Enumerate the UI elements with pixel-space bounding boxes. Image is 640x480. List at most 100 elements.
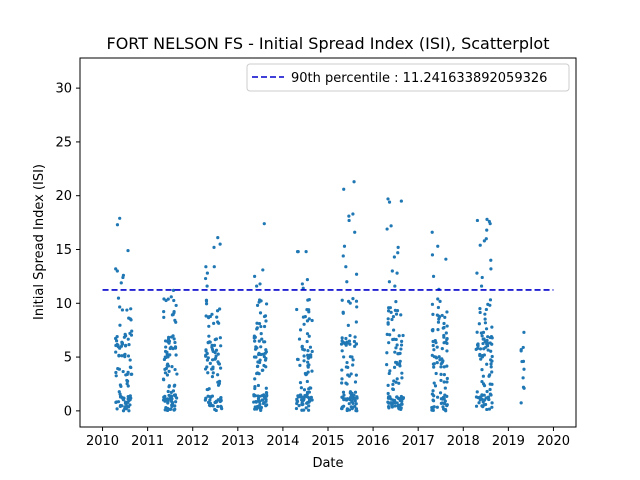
scatter-point [436, 395, 440, 399]
y-tick-label: 25 [55, 135, 72, 150]
y-axis-title: Initial Spread Index (ISI) [32, 164, 47, 320]
scatter-point [442, 321, 446, 326]
scatter-point [203, 276, 208, 281]
scatter-point [262, 363, 266, 368]
scatter-point [350, 407, 354, 411]
scatter-point [259, 332, 263, 336]
scatter-point [171, 347, 175, 351]
scatter-point [126, 384, 130, 388]
scatter-point [255, 321, 259, 325]
scatter-point [399, 402, 404, 406]
scatter-point [302, 354, 306, 358]
scatter-point [298, 380, 303, 385]
scatter-point [259, 352, 263, 357]
scatter-point [216, 352, 220, 356]
scatter-point [431, 312, 435, 316]
scatter-point [166, 397, 170, 401]
x-axis-title: Date [312, 456, 343, 471]
scatter-point [264, 391, 269, 395]
scatter-point [489, 349, 493, 353]
scatter-point [349, 372, 353, 376]
scatter-point [340, 405, 344, 409]
scatter-point [480, 334, 484, 338]
legend-label: 90th percentile : 11.241633892059326 [291, 71, 547, 86]
scatter-point [114, 339, 119, 343]
scatter-point [253, 274, 257, 278]
scatter-point [206, 394, 210, 398]
scatter-point [432, 405, 436, 409]
scatter-point [390, 269, 394, 273]
scatter-point [204, 265, 208, 269]
scatter-point [210, 312, 214, 316]
scatter-point [434, 341, 438, 345]
scatter-point [259, 324, 263, 329]
scatter-point [342, 393, 346, 397]
scatter-point [393, 350, 397, 354]
scatter-point [212, 321, 216, 326]
scatter-point [431, 274, 436, 278]
scatter-point [340, 395, 344, 399]
scatter-point [261, 368, 265, 372]
scatter-point [436, 305, 441, 310]
scatter-point [490, 370, 494, 374]
scatter-point [262, 340, 266, 344]
scatter-point [386, 405, 391, 409]
scatter-point [214, 399, 218, 403]
scatter-point [127, 409, 131, 413]
legend: 90th percentile : 11.241633892059326 [246, 63, 570, 92]
scatter-point [345, 408, 349, 413]
scatter-point [432, 394, 436, 398]
scatter-point [125, 308, 129, 312]
scatter-point [435, 313, 439, 317]
scatter-point [309, 395, 313, 399]
scatter-point [478, 310, 482, 315]
scatter-point [431, 408, 435, 412]
scatter-point [445, 364, 449, 368]
scatter-point [255, 284, 259, 288]
scatter-point [346, 323, 350, 328]
scatter-point [205, 365, 209, 369]
scatter-point [355, 305, 359, 309]
scatter-point [387, 341, 391, 345]
scatter-point [300, 345, 304, 349]
scatter-point [386, 197, 390, 201]
scatter-point [385, 363, 389, 367]
scatter-point [387, 306, 391, 310]
scatter-point [519, 401, 523, 405]
y-axis-ticks: 0 5 10 15 20 25 30 [55, 82, 80, 419]
scatter-point [219, 404, 223, 408]
scatter-point [256, 383, 261, 388]
scatter-point [489, 362, 493, 366]
scatter-point [265, 403, 269, 407]
y-tick-label: 15 [55, 243, 72, 258]
scatter-point [399, 313, 403, 317]
scatter-point [480, 354, 485, 358]
scatter-point [214, 408, 218, 413]
scatter-point [252, 400, 256, 404]
scatter-point [166, 389, 170, 394]
scatter-point [431, 339, 435, 344]
scatter-point [475, 218, 480, 223]
scatter-point [302, 388, 307, 392]
scatter-point [475, 390, 479, 394]
scatter-point [207, 324, 211, 328]
scatter-point [305, 339, 309, 344]
scatter-point [257, 372, 261, 376]
scatter-point [305, 401, 309, 405]
scatter-point [348, 355, 353, 359]
scatter-point [163, 371, 168, 375]
scatter-point [386, 322, 390, 326]
scatter-point [261, 401, 265, 406]
scatter-point [218, 242, 222, 246]
scatter-point [117, 390, 121, 394]
points-layer [113, 180, 526, 413]
scatter-point [445, 310, 449, 314]
scatter-point [123, 344, 128, 348]
scatter-point [393, 404, 397, 408]
scatter-point [486, 335, 490, 339]
scatter-point [167, 393, 171, 397]
scatter-point [438, 391, 443, 395]
scatter-point [479, 331, 483, 335]
scatter-point [118, 323, 122, 327]
scatter-point [442, 333, 446, 338]
